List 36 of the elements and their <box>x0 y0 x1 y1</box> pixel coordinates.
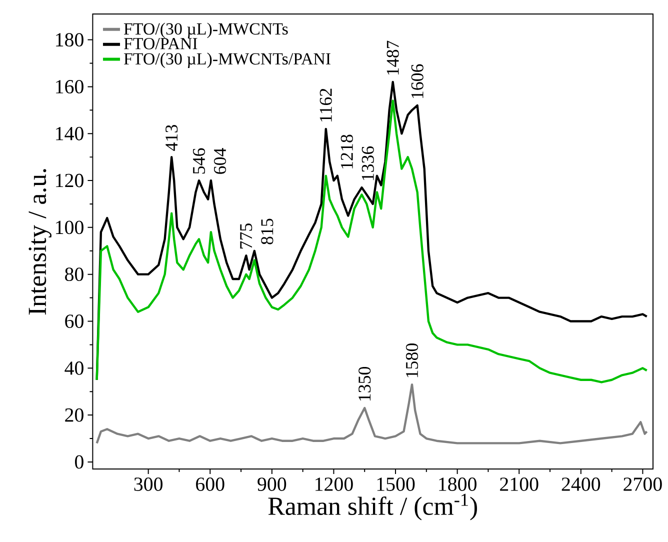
y-axis-title: Intensity / a.u. <box>28 169 52 315</box>
annotation: 1580 <box>406 344 418 378</box>
annotation: 1336 <box>362 146 374 180</box>
y-tick-label: 0 <box>75 455 84 469</box>
annotation: 1350 <box>358 366 371 401</box>
legend-label: FTO/(30 µL)-MWCNTs/PANI <box>124 52 330 68</box>
annotation: 1606 <box>411 64 424 98</box>
y-tick-label: 20 <box>65 408 84 422</box>
y-tick-label: 120 <box>56 174 84 188</box>
x-tick-label: 2100 <box>500 478 538 491</box>
y-tick-label: 140 <box>56 126 84 140</box>
x-tick-label: 1800 <box>439 478 476 491</box>
y-tick-label: 180 <box>56 33 84 47</box>
x-tick-label: 1500 <box>377 478 415 491</box>
y-tick-label: 80 <box>65 268 84 282</box>
y-tick-label: 60 <box>65 314 84 328</box>
x-tick-label: 300 <box>134 478 163 491</box>
annotation: 775 <box>240 223 252 248</box>
annotation: 1162 <box>320 88 332 122</box>
annotation: 1218 <box>340 134 353 168</box>
x-tick-label: 2700 <box>624 478 662 491</box>
legend-label: FTO/PANI <box>124 38 198 50</box>
annotation: 546 <box>192 148 206 174</box>
y-tick-label: 100 <box>56 220 84 234</box>
legend-label: FTO/(30 µL)-MWCNTs <box>124 22 288 38</box>
x-tick-label: 2400 <box>562 478 600 491</box>
x-tick-label: 900 <box>258 478 286 491</box>
x-tick-label: 600 <box>196 478 224 491</box>
annotation: 1487 <box>386 40 399 75</box>
x-axis-title: Raman shift / (cm$^{-1}$) <box>268 494 477 520</box>
annotation: 604 <box>214 148 226 174</box>
annotation: 815 <box>261 218 274 244</box>
y-tick-label: 160 <box>56 80 84 94</box>
annotation: 413 <box>166 124 178 151</box>
y-tick-label: 40 <box>64 361 84 375</box>
x-tick-label: 1200 <box>316 478 353 491</box>
